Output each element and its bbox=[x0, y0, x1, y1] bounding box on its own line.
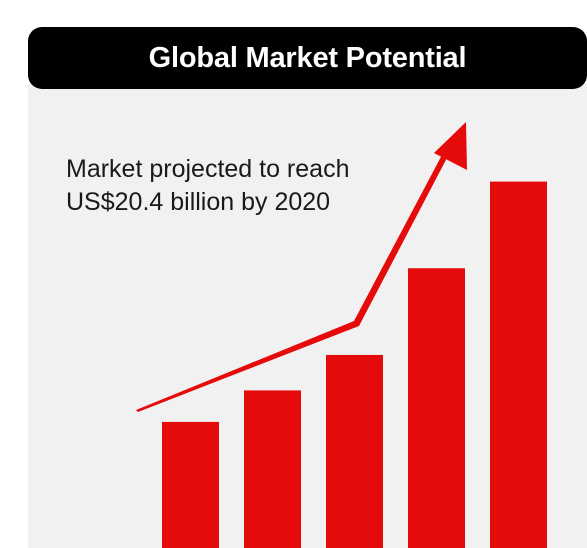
annotation-line-1: Market projected to reach bbox=[66, 155, 350, 183]
bar-2 bbox=[244, 390, 301, 548]
trend-arrow-icon bbox=[136, 122, 467, 412]
title-bar: Global Market Potential bbox=[28, 27, 587, 89]
chart-title: Global Market Potential bbox=[148, 41, 467, 74]
bar-1 bbox=[162, 421, 219, 548]
bar-4 bbox=[408, 268, 465, 548]
bar-3 bbox=[326, 354, 383, 548]
trend-arrow-head bbox=[434, 122, 467, 170]
market-annotation: Market projected to reach US$20.4 billio… bbox=[66, 153, 349, 219]
bar-group bbox=[162, 181, 547, 548]
annotation-line-2: US$20.4 billion by 2020 bbox=[66, 188, 331, 216]
bar-5 bbox=[490, 181, 547, 548]
